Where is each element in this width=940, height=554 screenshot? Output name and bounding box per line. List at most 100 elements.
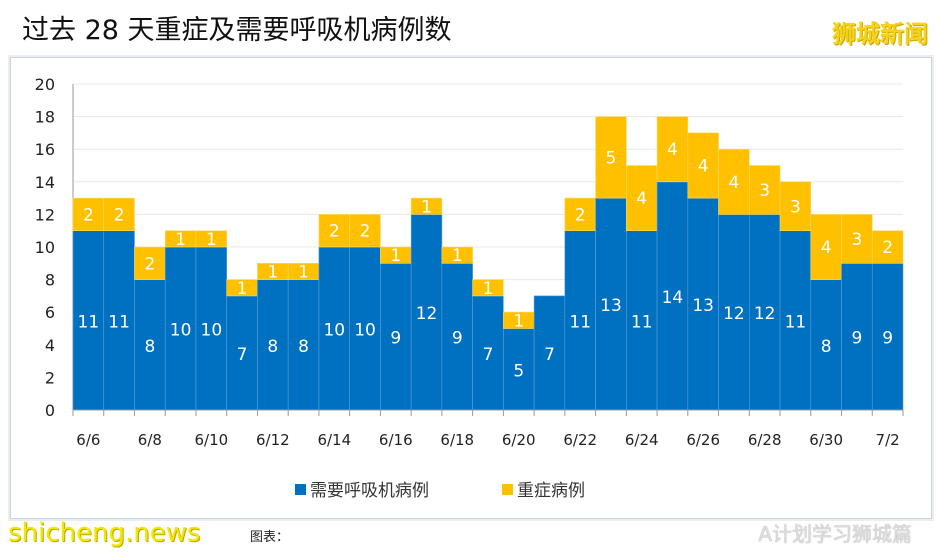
bar-severe-6/25 [656,116,689,183]
legend-swatch-1 [502,484,513,495]
legend-swatch-0 [295,484,306,495]
bar-ventilator-6/11 [226,295,258,411]
bar-severe-6/15 [349,214,381,248]
bar-ventilator-6/29 [779,230,812,411]
x-tick-label: 6/30 [809,431,843,449]
bar-severe-6/17 [410,197,443,215]
bar-severe-6/19 [472,279,504,297]
data-label: 14 [662,288,684,308]
data-label: 7 [544,345,555,365]
bar-severe-6/6 [72,197,105,232]
x-tick-label: 6/24 [625,431,659,449]
bar-severe-6/8 [134,246,166,280]
bar-severe-6/30 [810,214,842,280]
x-tick-label: 7/2 [876,431,900,449]
bar-severe-6/29 [779,181,812,232]
bar-ventilator-7/1 [841,262,873,411]
bar-severe-6/7 [103,197,135,232]
data-label: 4 [667,140,678,160]
x-tick-label: 6/10 [194,431,228,449]
data-label: 2 [329,222,340,242]
y-tick-label: 2 [45,368,55,387]
bar-severe-6/27 [718,148,750,215]
data-label: 2 [882,238,893,258]
data-label: 1 [483,279,494,299]
y-tick-label: 10 [35,238,55,257]
source-note: 图表： [250,530,290,545]
y-tick-label: 0 [45,401,55,420]
x-tick-label: 6/12 [256,431,290,449]
x-tick-label: 6/26 [686,431,720,449]
data-label: 2 [83,205,94,225]
data-label: 4 [698,157,709,177]
wechat-watermark: A计划学习狮城篇 [758,522,912,546]
brand-logo: 狮城新闻 [832,20,928,48]
data-label: 8 [144,337,155,357]
bar-ventilator-6/16 [380,262,412,411]
bar-severe-7/2 [871,230,904,264]
y-tick-label: 14 [35,173,55,192]
data-label: 1 [267,262,278,282]
bar-severe-6/10 [195,230,228,248]
data-label: 1 [298,262,309,282]
data-label: 8 [267,337,278,357]
data-label: 12 [754,304,776,324]
bar-ventilator-6/13 [287,279,320,411]
y-tick-label: 6 [45,303,55,322]
data-label: 9 [390,329,401,349]
data-label: 4 [729,173,740,193]
y-tick-label: 20 [35,75,55,94]
data-label: 5 [513,361,524,381]
data-label: 5 [606,148,617,168]
data-label: 1 [206,230,217,250]
data-label: 1 [452,246,463,266]
y-tick-label: 18 [35,108,55,127]
data-label: 9 [882,329,893,349]
chart-frame [10,57,932,519]
data-label: 13 [600,296,622,316]
page-title: 过去 28 天重症及需要呼吸机病例数 [22,15,452,46]
x-tick-label: 6/28 [748,431,782,449]
x-tick-label: 6/16 [379,431,413,449]
bar-ventilator-6/19 [472,295,504,411]
bar-ventilator-6/8 [134,279,166,411]
data-label: 4 [821,238,832,258]
legend-label: 重症病例 [517,481,585,501]
data-label: 10 [170,321,192,341]
data-label: 13 [692,296,714,316]
data-label: 9 [452,329,463,349]
bar-severe-6/23 [595,116,627,199]
data-label: 4 [636,189,647,209]
bar-severe-6/18 [441,246,473,264]
data-label: 11 [785,312,807,332]
data-label: 12 [723,304,745,324]
data-label: 11 [569,312,591,332]
y-tick-label: 12 [35,205,55,224]
data-label: 10 [354,321,376,341]
data-label: 7 [483,345,494,365]
y-tick-label: 8 [45,271,55,290]
bar-ventilator-6/14 [318,246,350,411]
data-label: 10 [323,321,345,341]
data-label: 7 [237,345,248,365]
bar-ventilator-6/18 [441,262,473,411]
data-label: 2 [360,222,371,242]
bar-severe-6/28 [748,165,781,215]
x-tick-label: 6/8 [138,431,162,449]
data-label: 2 [114,205,125,225]
bar-ventilator-6/9 [164,246,197,411]
data-label: 1 [175,230,186,250]
data-label: 3 [790,197,801,217]
data-label: 3 [759,181,770,201]
bar-ventilator-6/23 [595,197,627,411]
bar-ventilator-7/2 [871,262,904,411]
bar-severe-6/26 [687,132,719,199]
data-label: 1 [237,279,248,299]
bar-ventilator-6/10 [195,246,228,411]
legend-label: 需要呼吸机病例 [310,481,429,501]
x-tick-label: 6/18 [440,431,474,449]
data-label: 3 [851,230,862,250]
data-label: 1 [390,246,401,266]
data-label: 11 [108,312,130,332]
